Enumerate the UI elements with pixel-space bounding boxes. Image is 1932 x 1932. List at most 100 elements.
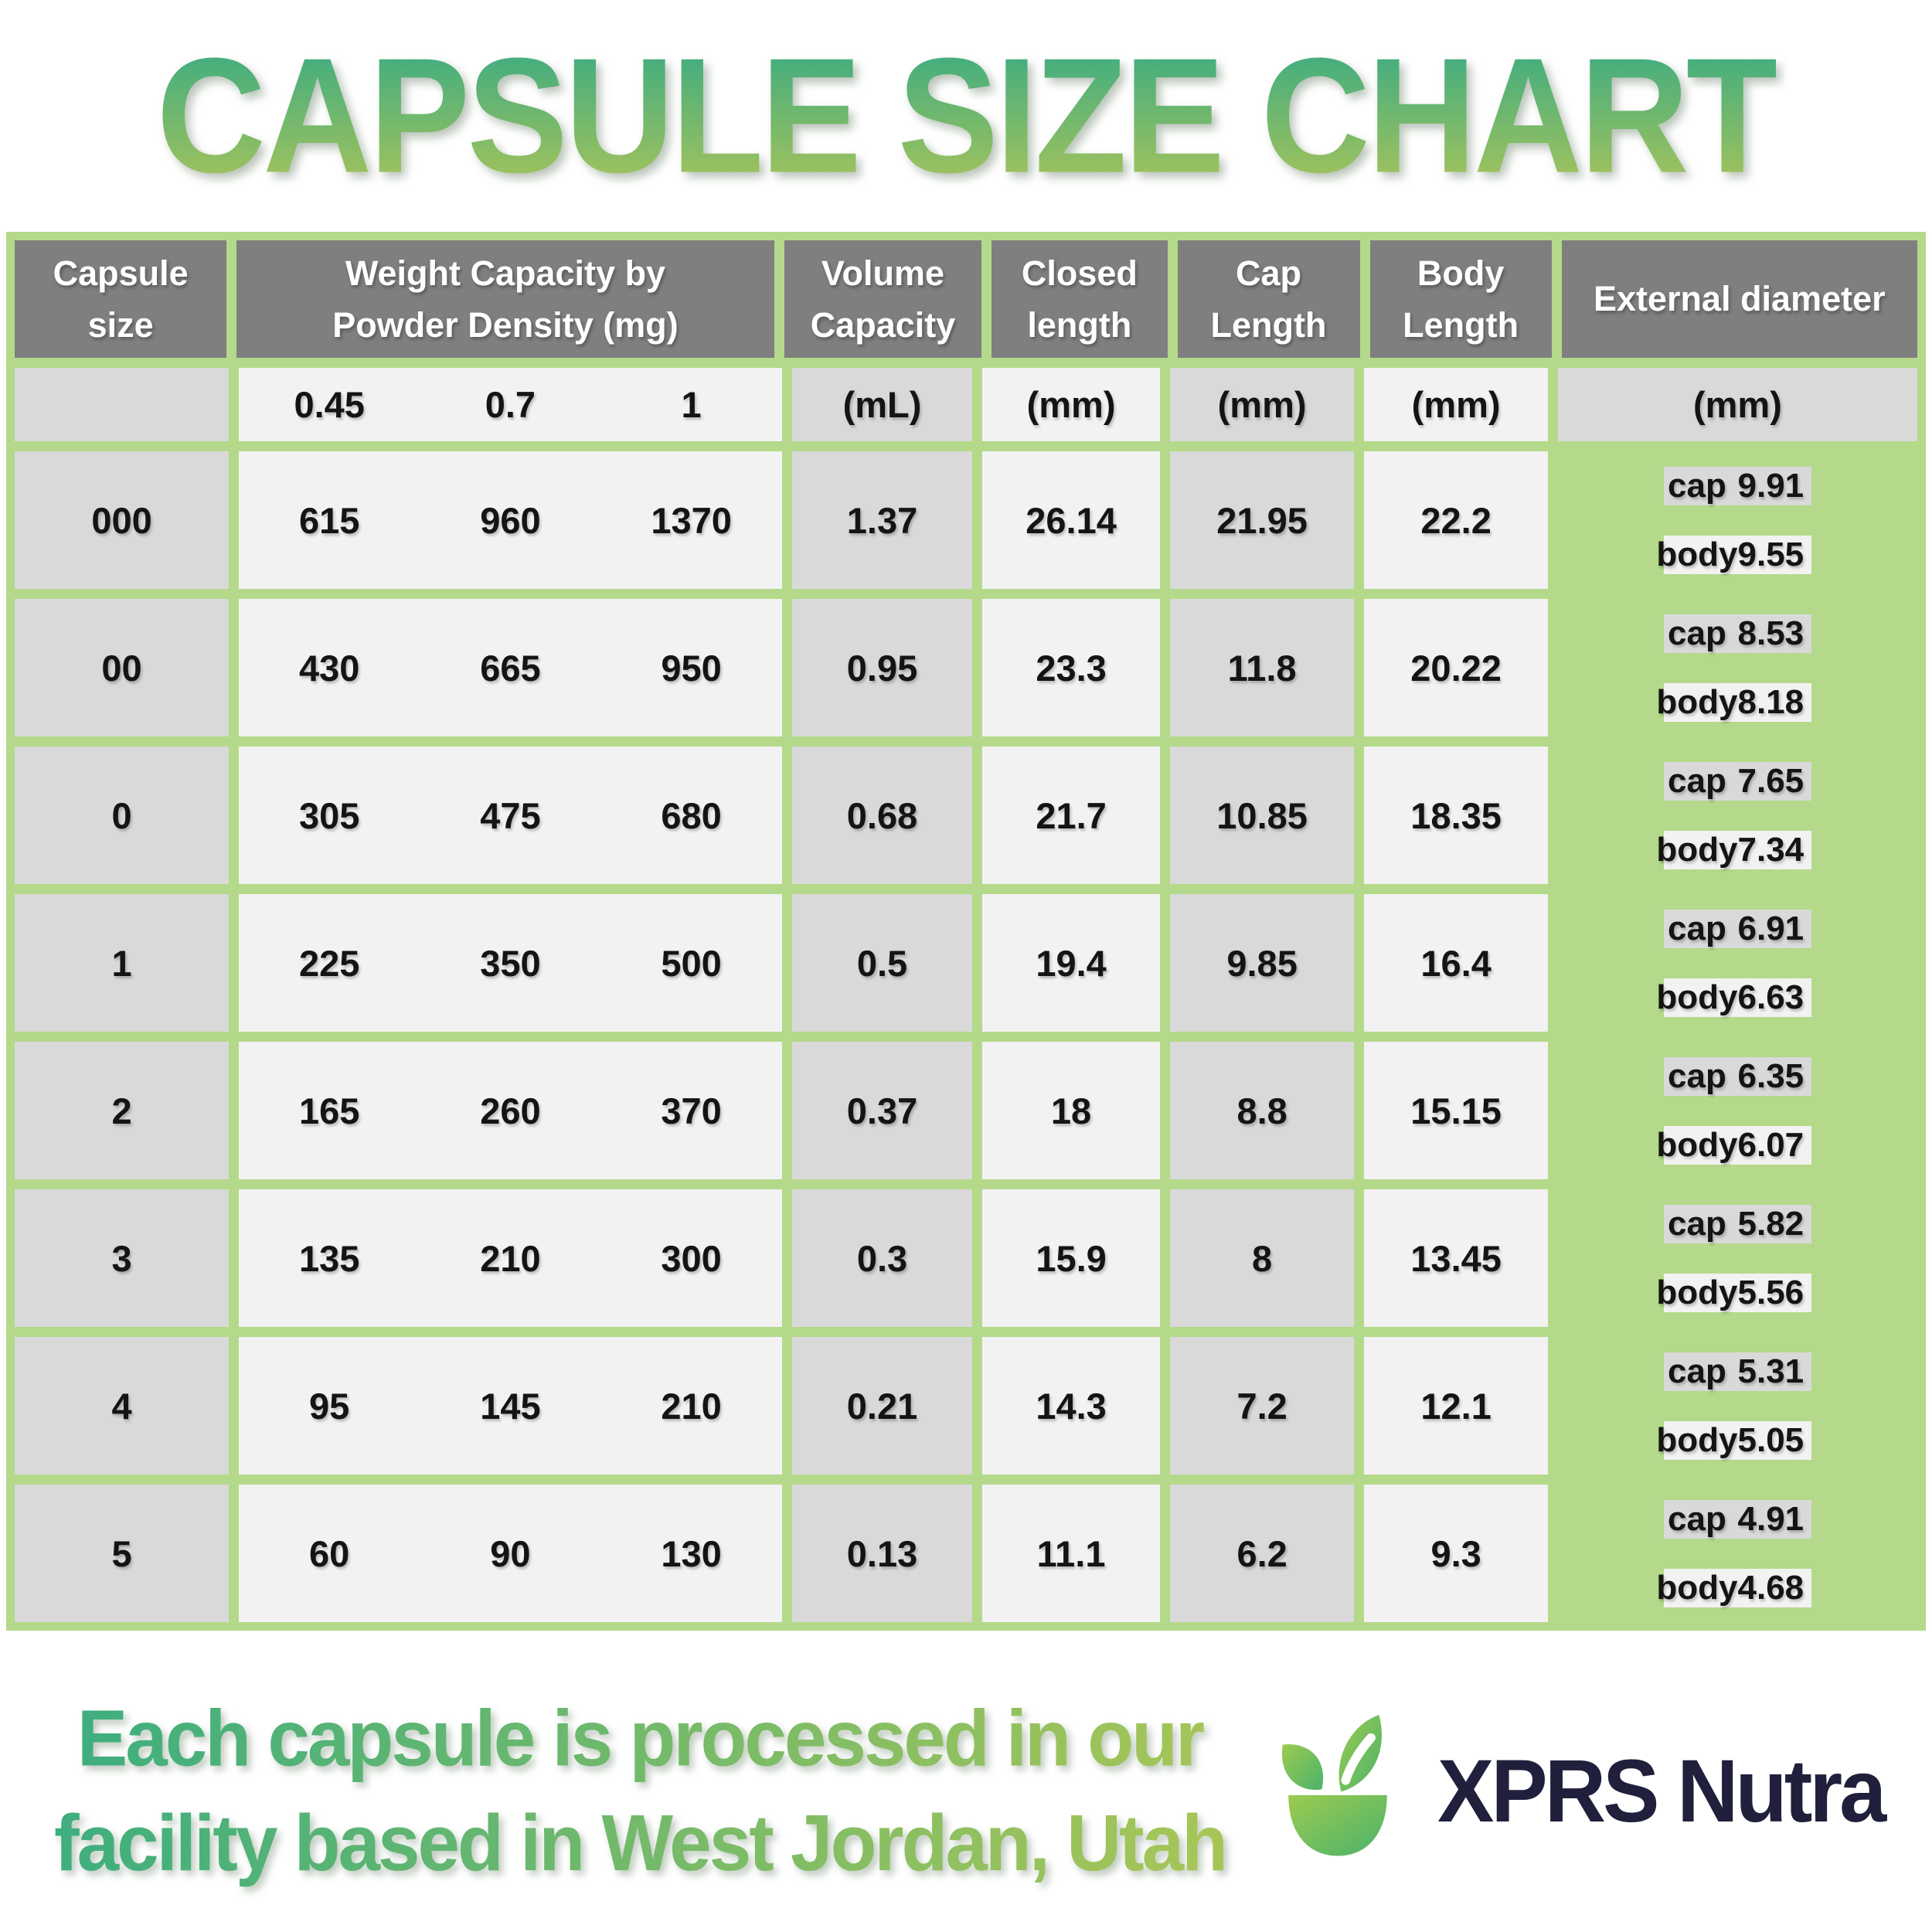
cap-diameter-row: cap 4.91	[1664, 1499, 1811, 1539]
units-closed-length: (mm)	[982, 368, 1160, 441]
table-row: 0 305 475 680 0.68 21.7 10.85 18.35 cap 7.65 body 7…	[15, 747, 1917, 884]
closed-length-cell: 15.9	[982, 1189, 1160, 1327]
units-body-length: (mm)	[1364, 368, 1548, 441]
cap-length-cell: 11.8	[1169, 599, 1355, 736]
external-diameter-cell: cap 5.82 body 5.56	[1558, 1189, 1917, 1327]
body-diameter-label: body	[1656, 535, 1738, 573]
volume-capacity-cell: 0.95	[791, 599, 973, 736]
header-weight-capacity: Weight Capacity by Powder Density (mg)	[236, 240, 774, 358]
cap-length-cell: 21.95	[1169, 451, 1355, 589]
body-diameter-value: 7.34	[1737, 830, 1804, 869]
capsule-size-cell: 1	[15, 894, 230, 1032]
density-value-07: 0.7	[485, 384, 536, 425]
cap-diameter-value: 4.91	[1737, 1499, 1804, 1538]
cap-diameter-row: cap 7.65	[1664, 761, 1811, 801]
weight-at-045: 225	[298, 942, 360, 984]
body-diameter-row: body 5.56	[1656, 1273, 1811, 1312]
body-diameter-row: body 6.63	[1656, 978, 1811, 1017]
weight-at-07: 260	[480, 1090, 541, 1131]
body-length-cell: 12.1	[1364, 1337, 1548, 1475]
weight-capacity-cell: 60 90 130	[239, 1485, 782, 1622]
cap-diameter-label: cap	[1668, 761, 1726, 800]
cap-diameter-label: cap	[1668, 1352, 1726, 1390]
body-length-cell: 22.2	[1364, 451, 1548, 589]
units-capsule-size-empty	[15, 368, 230, 441]
page: CAPSULE SIZE CHART Capsule size Weight C…	[0, 0, 1932, 1891]
weight-capacity-cell: 225 350 500	[239, 894, 782, 1032]
cap-length-cell: 8.8	[1169, 1042, 1355, 1179]
closed-length-cell: 19.4	[982, 894, 1160, 1032]
body-diameter-row: body 9.55	[1656, 535, 1811, 574]
closed-length-cell: 23.3	[982, 599, 1160, 736]
table-row: 2 165 260 370 0.37 18 8.8 15.15 cap 6.35 body 6.07	[15, 1042, 1917, 1179]
body-diameter-value: 4.68	[1737, 1568, 1804, 1607]
body-length-cell: 13.45	[1364, 1189, 1548, 1327]
cap-diameter-value: 6.35	[1737, 1056, 1804, 1095]
weight-at-045: 135	[298, 1237, 360, 1279]
volume-capacity-cell: 0.68	[791, 747, 973, 884]
cap-diameter-value: 5.31	[1737, 1352, 1804, 1390]
cap-diameter-row: cap 5.82	[1664, 1204, 1811, 1243]
body-diameter-value: 5.05	[1737, 1420, 1804, 1459]
weight-at-045: 430	[298, 647, 360, 689]
body-diameter-value: 5.56	[1737, 1273, 1804, 1311]
brand-name: XPRS Nutra	[1437, 1740, 1886, 1841]
body-diameter-row: body 6.07	[1656, 1125, 1811, 1165]
external-diameter-cell: cap 6.91 body 6.63	[1558, 894, 1917, 1032]
header-body-length: Body Length	[1369, 240, 1552, 358]
header-cap-length: Cap Length	[1177, 240, 1360, 358]
tagline: Each capsule is processed in our facilit…	[22, 1686, 1258, 1896]
body-diameter-value: 8.18	[1737, 682, 1804, 721]
body-length-cell: 18.35	[1364, 747, 1548, 884]
external-diameter-cell: cap 8.53 body 8.18	[1558, 599, 1917, 736]
cap-diameter-row: cap 9.91	[1664, 466, 1811, 505]
weight-at-1: 680	[661, 794, 722, 836]
closed-length-cell: 18	[982, 1042, 1160, 1179]
units-external-diameter: (mm)	[1557, 368, 1917, 441]
capsule-size-cell: 3	[15, 1189, 230, 1327]
tagline-wrap: Each capsule is processed in our facilit…	[22, 1691, 1258, 1891]
page-title: CAPSULE SIZE CHART	[156, 24, 1778, 207]
weight-at-1: 130	[661, 1532, 722, 1574]
density-value-1: 1	[681, 384, 702, 425]
volume-capacity-cell: 0.5	[791, 894, 973, 1032]
weight-at-045: 615	[298, 499, 360, 541]
cap-length-cell: 9.85	[1169, 894, 1355, 1032]
body-diameter-row: body 5.05	[1656, 1420, 1811, 1460]
capsule-size-cell: 0	[15, 747, 230, 884]
cap-diameter-label: cap	[1668, 1499, 1726, 1538]
body-diameter-label: body	[1656, 1273, 1738, 1311]
volume-capacity-cell: 0.3	[791, 1189, 973, 1327]
weight-at-07: 350	[480, 942, 541, 984]
weight-at-07: 90	[490, 1532, 531, 1574]
cap-length-cell: 7.2	[1169, 1337, 1355, 1475]
weight-at-07: 475	[480, 794, 541, 836]
table-row: 1 225 350 500 0.5 19.4 9.85 16.4 cap 6.91 body 6.63	[15, 894, 1917, 1032]
title-wrap: CAPSULE SIZE CHART	[0, 0, 1932, 232]
weight-at-07: 960	[480, 499, 541, 541]
weight-at-045: 165	[298, 1090, 360, 1131]
weight-at-1: 1370	[651, 499, 732, 541]
body-length-cell: 15.15	[1364, 1042, 1548, 1179]
body-diameter-label: body	[1656, 1420, 1738, 1459]
volume-capacity-cell: 0.13	[791, 1485, 973, 1622]
body-diameter-value: 6.07	[1737, 1125, 1804, 1164]
weight-capacity-cell: 430 665 950	[239, 599, 782, 736]
body-diameter-row: body 8.18	[1656, 682, 1811, 722]
cap-length-cell: 6.2	[1169, 1485, 1355, 1622]
table-row: 5 60 90 130 0.13 11.1 6.2 9.3 cap 4.91 body 4.68	[15, 1485, 1917, 1622]
cap-diameter-label: cap	[1668, 1056, 1726, 1095]
weight-capacity-cell: 615 960 1370	[239, 451, 782, 589]
header-closed-length: Closed length	[992, 240, 1168, 358]
footer: Each capsule is processed in our facilit…	[0, 1691, 1932, 1891]
table-row: 00 430 665 950 0.95 23.3 11.8 20.22 cap 8.53 body 8…	[15, 599, 1917, 736]
cap-diameter-row: cap 6.91	[1664, 909, 1811, 948]
weight-at-1: 210	[661, 1385, 722, 1427]
tagline-line2: facility based in West Jordan, Utah	[53, 1798, 1226, 1888]
external-diameter-cell: cap 9.91 body 9.55	[1558, 451, 1917, 589]
units-density-values: 0.45 0.7 1	[239, 368, 782, 441]
volume-capacity-cell: 1.37	[791, 451, 973, 589]
weight-at-1: 300	[661, 1237, 722, 1279]
weight-at-045: 305	[298, 794, 360, 836]
weight-at-045: 60	[309, 1532, 350, 1574]
